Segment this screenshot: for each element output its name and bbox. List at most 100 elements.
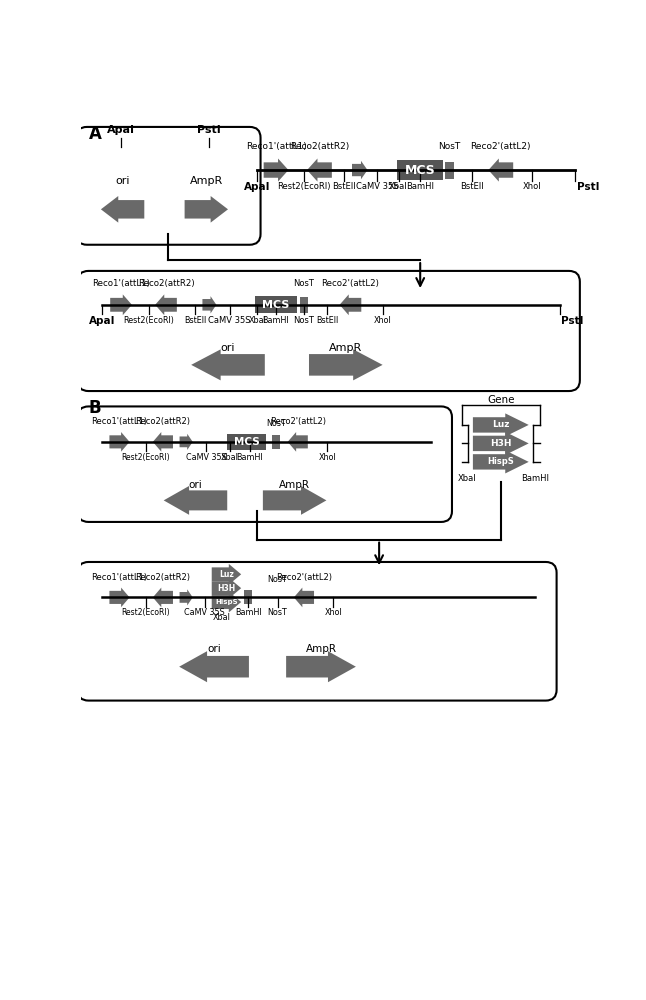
Text: A: A xyxy=(89,125,101,143)
Text: XhoI: XhoI xyxy=(374,316,392,325)
Text: CaMV 35S: CaMV 35S xyxy=(355,182,398,191)
Text: Rest2(EcoRI): Rest2(EcoRI) xyxy=(121,608,170,617)
Polygon shape xyxy=(309,349,382,380)
Text: BstEII: BstEII xyxy=(316,316,339,325)
Text: NosT: NosT xyxy=(267,575,287,584)
Polygon shape xyxy=(180,589,193,605)
Bar xyxy=(244,590,252,604)
FancyBboxPatch shape xyxy=(76,127,260,245)
Text: Reco1'(attL1): Reco1'(attL1) xyxy=(92,573,147,582)
Polygon shape xyxy=(101,196,144,223)
Text: BamHI: BamHI xyxy=(236,453,263,462)
Polygon shape xyxy=(340,294,361,315)
Text: BamHI: BamHI xyxy=(263,316,289,325)
Polygon shape xyxy=(153,432,173,452)
Polygon shape xyxy=(163,486,227,515)
Bar xyxy=(397,160,443,180)
Polygon shape xyxy=(191,349,265,380)
Text: MCS: MCS xyxy=(405,164,435,177)
Polygon shape xyxy=(109,432,130,452)
Text: Rest2(EcoRI): Rest2(EcoRI) xyxy=(121,453,170,462)
Text: BstEII: BstEII xyxy=(333,182,356,191)
Text: XbaI: XbaI xyxy=(389,182,408,191)
Text: CaMV 35S: CaMV 35S xyxy=(184,608,225,617)
Polygon shape xyxy=(307,158,332,182)
Text: ori: ori xyxy=(116,176,130,186)
Text: Gene: Gene xyxy=(487,395,515,405)
Polygon shape xyxy=(287,432,308,452)
Text: ori: ori xyxy=(207,644,221,654)
Text: NosT: NosT xyxy=(439,142,461,151)
Text: NosT: NosT xyxy=(293,316,315,325)
Text: Reco1'(attL1): Reco1'(attL1) xyxy=(92,279,150,288)
Text: BamHI: BamHI xyxy=(406,182,434,191)
Polygon shape xyxy=(264,158,289,182)
Text: B: B xyxy=(89,399,101,417)
Polygon shape xyxy=(212,564,241,585)
Text: HispS: HispS xyxy=(215,599,238,605)
Text: Reco2'(attL2): Reco2'(attL2) xyxy=(322,279,379,288)
Polygon shape xyxy=(155,294,177,315)
Text: XbaI: XbaI xyxy=(249,316,266,325)
Text: Reco1'(attL1): Reco1'(attL1) xyxy=(92,417,147,426)
Text: XbaI: XbaI xyxy=(213,613,231,622)
Polygon shape xyxy=(473,413,528,436)
Text: NosT: NosT xyxy=(266,419,286,428)
Text: XhoI: XhoI xyxy=(523,182,541,191)
Polygon shape xyxy=(473,450,528,473)
Text: ApaI: ApaI xyxy=(244,182,271,192)
Text: AmpR: AmpR xyxy=(279,480,310,490)
FancyBboxPatch shape xyxy=(78,406,452,522)
Text: PstI: PstI xyxy=(561,316,584,326)
Text: PstI: PstI xyxy=(577,182,599,192)
Text: H3H: H3H xyxy=(217,584,236,593)
Polygon shape xyxy=(202,296,216,313)
Polygon shape xyxy=(109,588,130,607)
Polygon shape xyxy=(153,588,173,607)
Text: BamHI: BamHI xyxy=(235,608,262,617)
Bar xyxy=(227,434,266,450)
Text: BamHI: BamHI xyxy=(521,474,549,483)
Text: ApaI: ApaI xyxy=(89,316,116,326)
Text: MCS: MCS xyxy=(262,300,290,310)
Text: H3H: H3H xyxy=(490,439,512,448)
Text: AmpR: AmpR xyxy=(306,644,337,654)
Text: AmpR: AmpR xyxy=(190,176,223,186)
Text: NosT: NosT xyxy=(293,279,315,288)
Text: Rest2(EcoRI): Rest2(EcoRI) xyxy=(277,182,331,191)
Polygon shape xyxy=(212,578,241,599)
Text: ori: ori xyxy=(189,480,202,490)
Text: BstEII: BstEII xyxy=(460,182,484,191)
FancyBboxPatch shape xyxy=(78,271,580,391)
Polygon shape xyxy=(488,158,513,182)
Text: XhoI: XhoI xyxy=(318,453,336,462)
Text: Reco2(attR2): Reco2(attR2) xyxy=(136,573,191,582)
Text: Reco1'(attL1): Reco1'(attL1) xyxy=(245,142,306,151)
Polygon shape xyxy=(180,434,193,450)
Text: Reco2'(attL2): Reco2'(attL2) xyxy=(270,417,326,426)
Text: Luz: Luz xyxy=(219,570,234,579)
Text: CaMV 35S: CaMV 35S xyxy=(208,316,251,325)
Text: MCS: MCS xyxy=(234,437,260,447)
Text: Rest2(EcoRI): Rest2(EcoRI) xyxy=(123,316,174,325)
Bar xyxy=(272,435,280,449)
Text: Reco2(attR2): Reco2(attR2) xyxy=(290,142,349,151)
Text: BstEII: BstEII xyxy=(184,316,207,325)
Text: AmpR: AmpR xyxy=(329,343,362,353)
Text: ori: ori xyxy=(221,343,235,353)
Polygon shape xyxy=(286,651,356,682)
Polygon shape xyxy=(110,294,132,315)
Text: Reco2(attR2): Reco2(attR2) xyxy=(136,417,191,426)
Polygon shape xyxy=(185,196,228,223)
Text: Reco2(attR2): Reco2(attR2) xyxy=(138,279,194,288)
Polygon shape xyxy=(212,592,241,612)
Polygon shape xyxy=(179,651,249,682)
Text: XhoI: XhoI xyxy=(324,608,342,617)
Polygon shape xyxy=(473,432,528,455)
FancyBboxPatch shape xyxy=(78,562,557,701)
Polygon shape xyxy=(352,161,368,179)
Bar xyxy=(300,297,308,312)
Text: XbaI: XbaI xyxy=(457,474,476,483)
Bar xyxy=(445,162,454,179)
Text: Reco2'(attL2): Reco2'(attL2) xyxy=(470,142,531,151)
